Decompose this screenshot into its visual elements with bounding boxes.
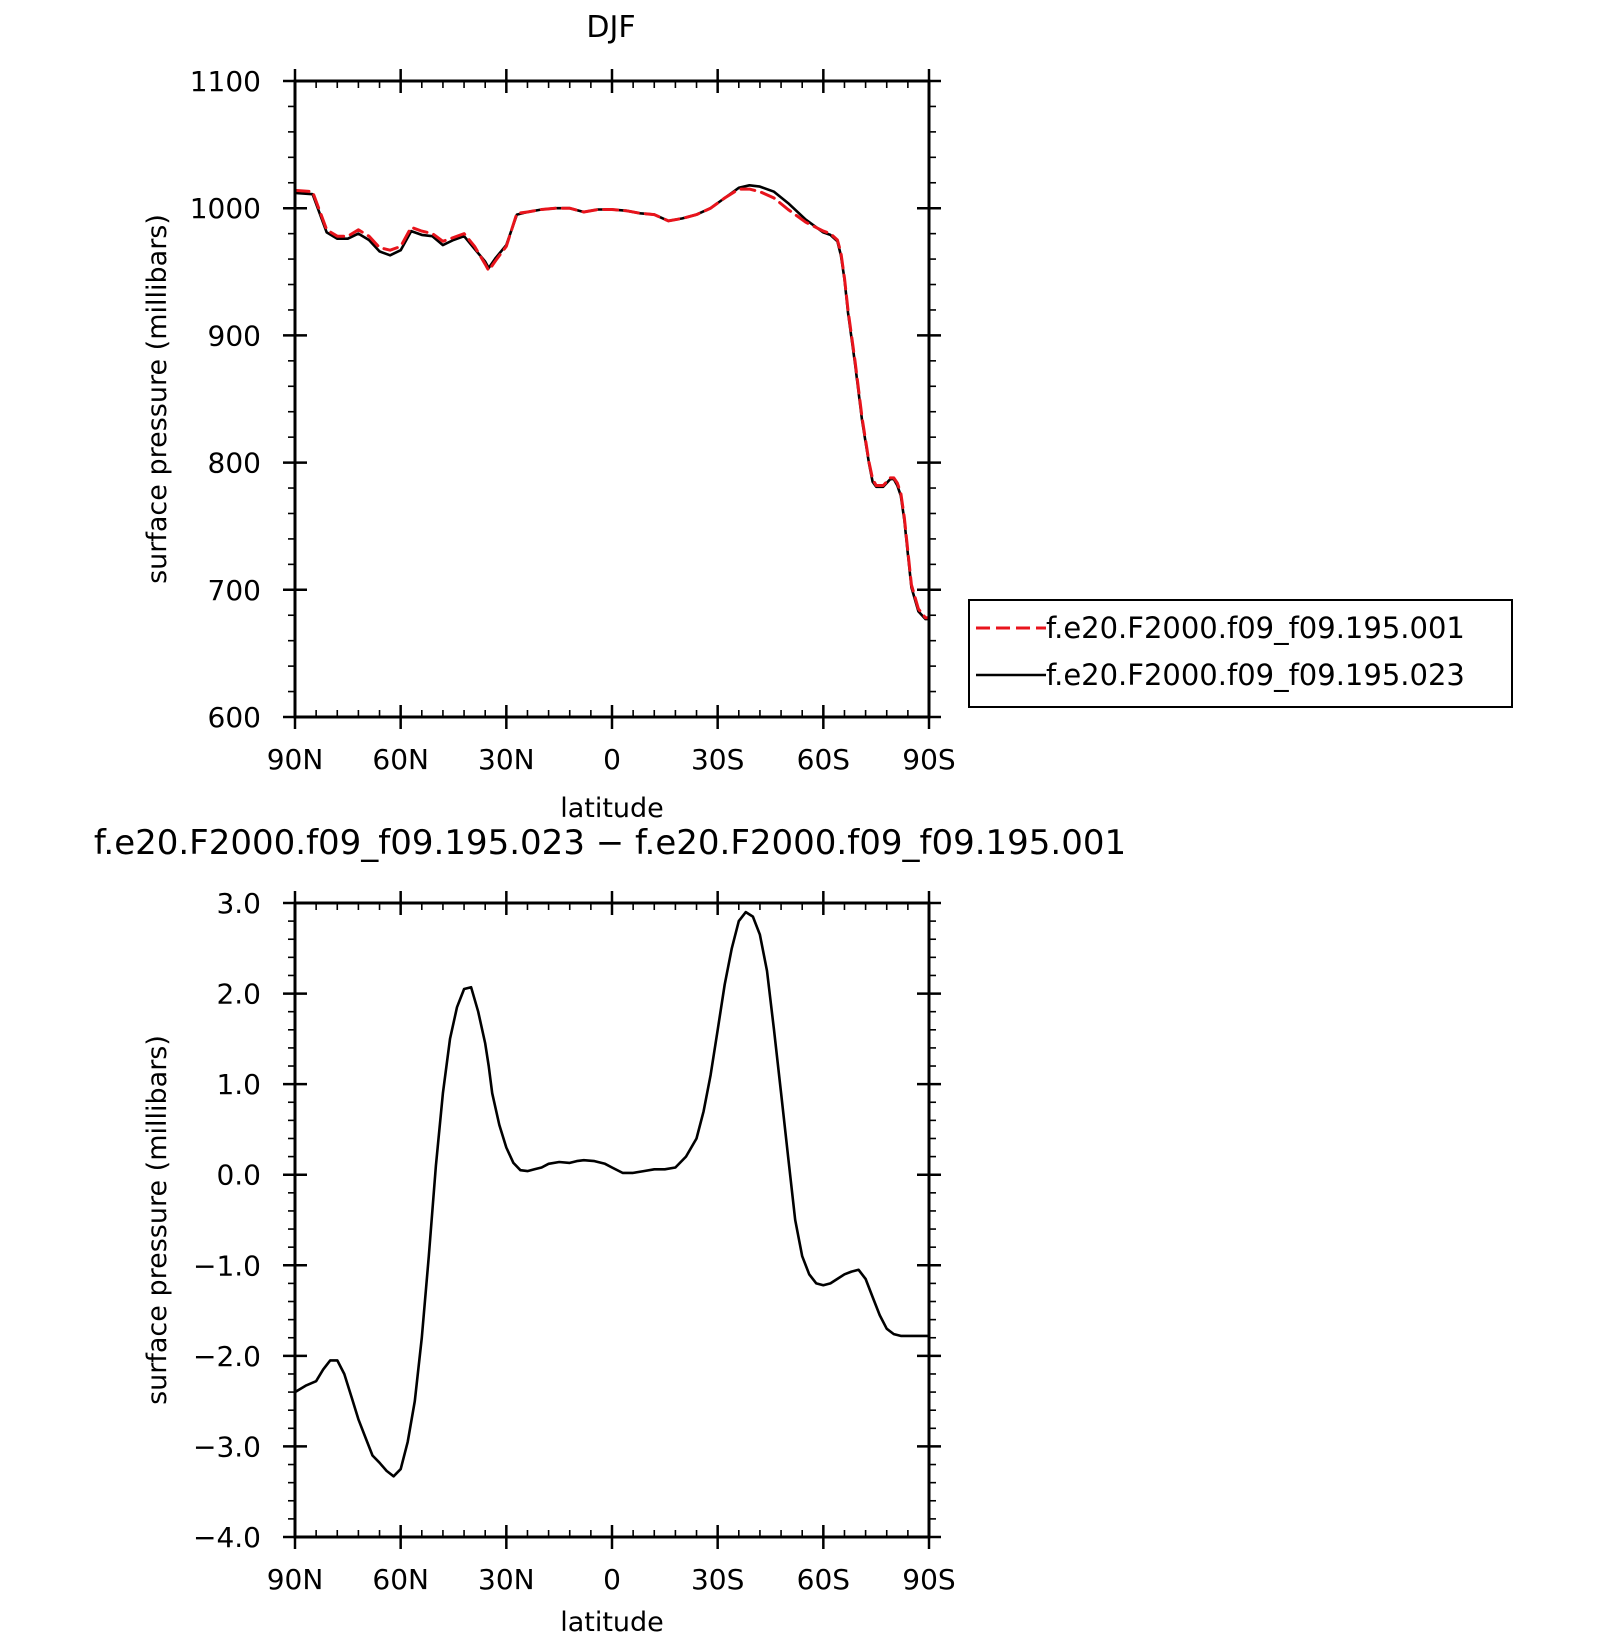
bottom-chart-title: f.e20.F2000.f09_f09.195.023 − f.e20.F200… [94, 823, 1126, 863]
top-y-tick-label: 1100 [190, 65, 261, 98]
top-series-line-1 [293, 187, 931, 620]
top-chart-y-axis-label: surface pressure (millibars) [142, 214, 173, 584]
bottom-x-tick-label: 30S [691, 1563, 744, 1596]
bottom-y-tick-label: −1.0 [193, 1249, 261, 1282]
top-y-tick-label: 900 [208, 319, 261, 352]
top-chart-panel: DJF 90N 60N 30N 0 30S 60S 90S 600 700 800 900 1000 1… [142, 10, 956, 824]
top-chart-ticks: 90N 60N 30N 0 30S 60S 90S 600 700 800 900 1000 1100 [190, 65, 956, 776]
legend-box [968, 599, 1513, 708]
bottom-y-tick-label: −2.0 [193, 1340, 261, 1373]
top-x-tick-label: 90S [902, 743, 955, 776]
top-chart-title: DJF [586, 10, 635, 45]
bottom-y-tick-label: −4.0 [193, 1521, 261, 1554]
bottom-x-tick-label: 60N [372, 1563, 429, 1596]
bottom-y-tick-label: 2.0 [216, 978, 261, 1011]
bottom-x-tick-label: 60S [797, 1563, 850, 1596]
top-x-tick-label: 60S [797, 743, 850, 776]
bottom-x-tick-label: 90N [267, 1563, 324, 1596]
top-chart-frame [293, 79, 931, 719]
top-y-tick-label: 1000 [190, 192, 261, 225]
legend: f.e20.F2000.f09_f09.195.001 f.e20.F2000.… [968, 599, 1513, 708]
top-x-tick-label: 60N [372, 743, 429, 776]
legend-label-series-1: f.e20.F2000.f09_f09.195.001 [1046, 611, 1465, 645]
top-x-tick-label: 0 [603, 743, 621, 776]
bottom-chart-series [293, 910, 931, 1478]
top-y-tick-label: 600 [208, 701, 261, 734]
top-chart-x-axis-label: latitude [560, 793, 664, 824]
bottom-chart-y-axis-label: surface pressure (millibars) [142, 1035, 173, 1405]
bottom-y-tick-label: 0.0 [216, 1159, 261, 1192]
bottom-x-tick-label: 0 [603, 1563, 621, 1596]
bottom-chart-ticks: 90N 60N 30N 0 30S 60S 90S −4.0 −3.0 −2.0 −1.0 0.0 1.… [193, 887, 956, 1596]
bottom-x-tick-label: 30N [478, 1563, 535, 1596]
bottom-y-tick-label: −3.0 [193, 1430, 261, 1463]
top-x-tick-label: 30S [691, 743, 744, 776]
bottom-y-tick-label: 3.0 [216, 887, 261, 920]
top-y-tick-label: 800 [208, 447, 261, 480]
bottom-chart-x-axis-label: latitude [560, 1607, 664, 1635]
bottom-chart-frame [293, 901, 931, 1539]
bottom-series-line-1 [293, 910, 931, 1478]
top-y-tick-label: 700 [208, 574, 261, 607]
top-x-tick-label: 30N [478, 743, 535, 776]
top-x-tick-label: 90N [267, 743, 324, 776]
top-chart-series [293, 184, 931, 621]
legend-label-series-2: f.e20.F2000.f09_f09.195.023 [1046, 658, 1465, 692]
bottom-y-tick-label: 1.0 [216, 1068, 261, 1101]
bottom-x-tick-label: 90S [902, 1563, 955, 1596]
bottom-chart-panel: f.e20.F2000.f09_f09.195.023 − f.e20.F200… [94, 823, 1126, 1635]
